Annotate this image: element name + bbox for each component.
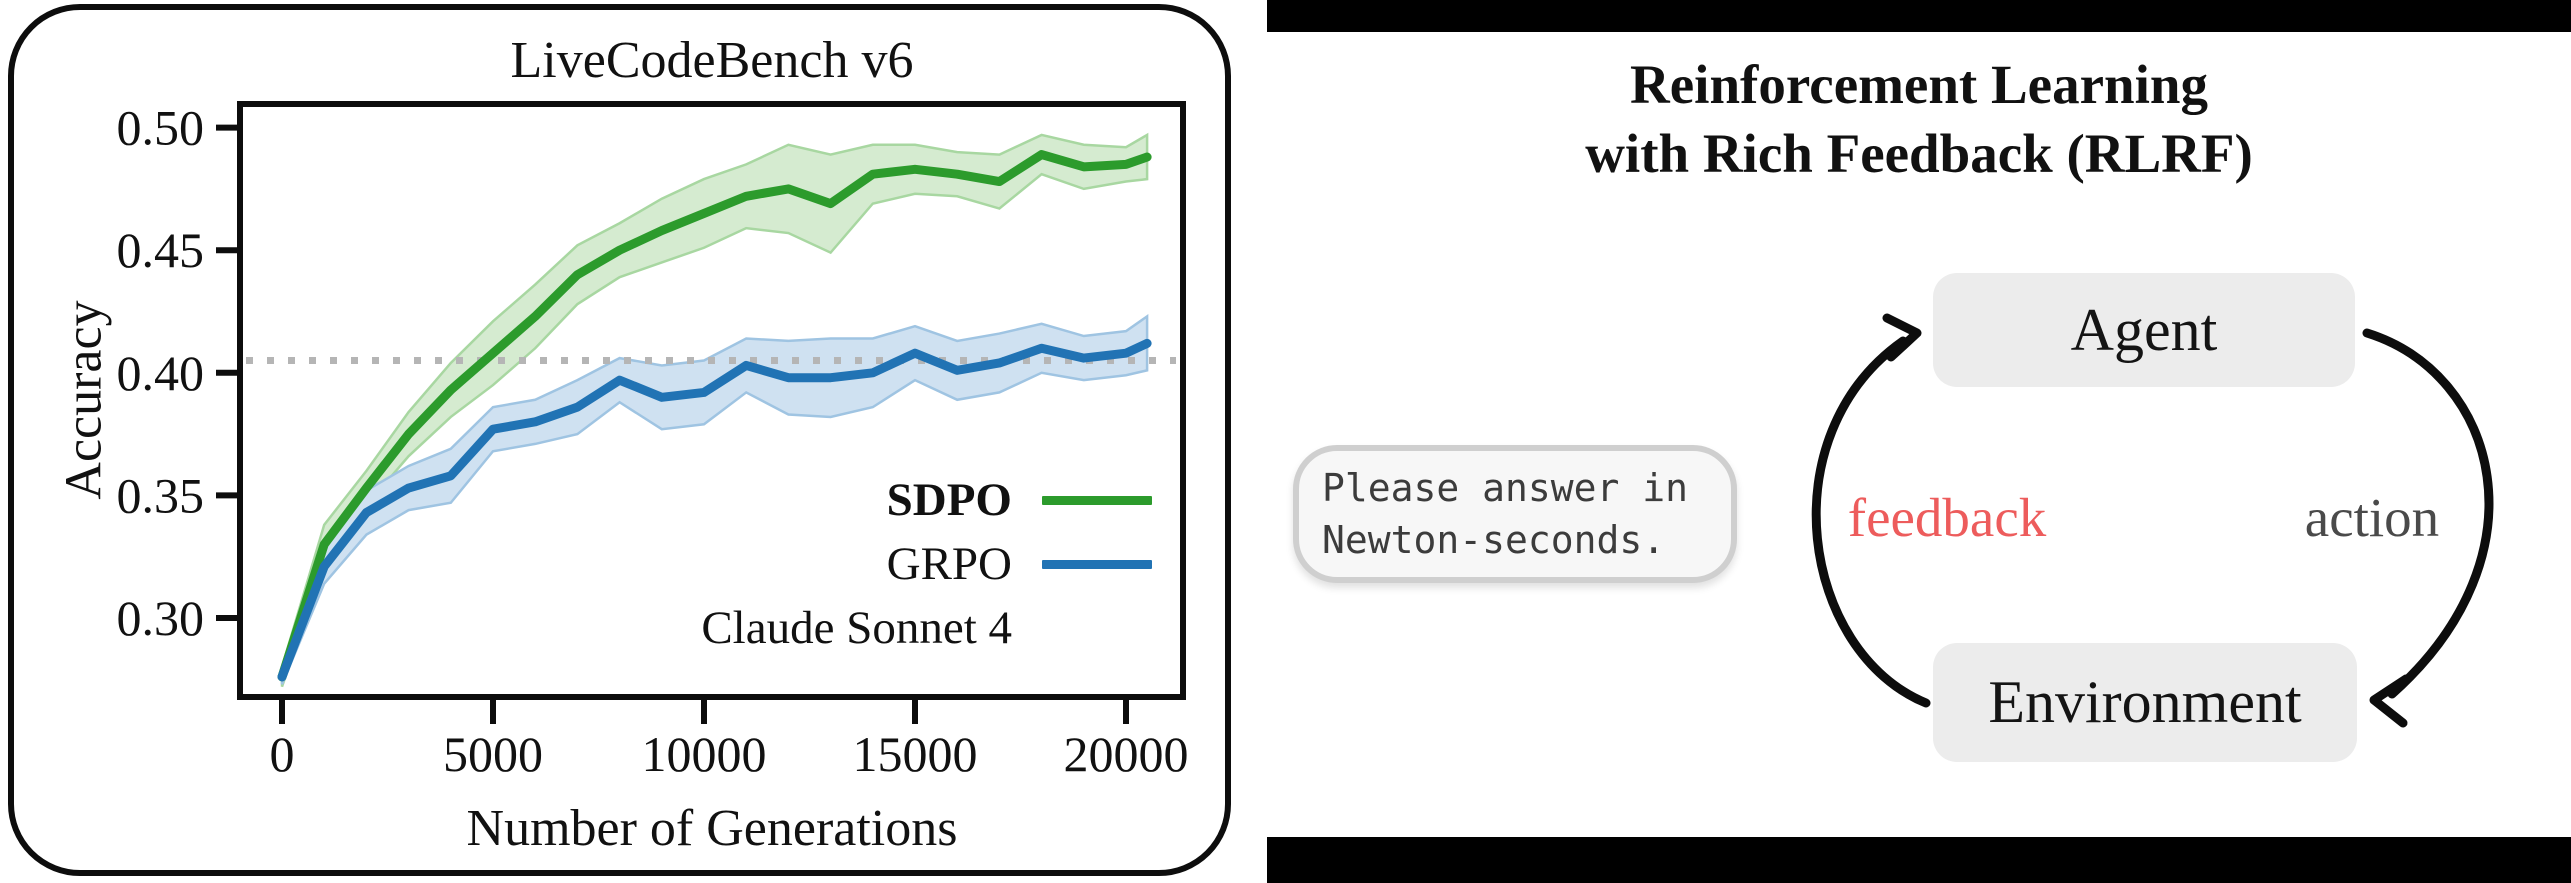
feedback-arrowhead [1882, 313, 1922, 362]
prompt-line1: Please answer in [1322, 466, 1689, 510]
prompt-line2: Newton-seconds. [1322, 518, 1666, 562]
y-axis-label: Accuracy [55, 300, 113, 500]
y-tick-label: 0.50 [117, 100, 205, 156]
environment-node: Environment [1933, 643, 2357, 762]
environment-node-label: Environment [1988, 669, 2302, 735]
legend-label-claude-sonnet-4: Claude Sonnet 4 [701, 601, 1012, 654]
x-axis-label: Number of Generations [466, 800, 958, 857]
legend-row-sdpo: SDPO [560, 468, 1152, 532]
y-tick-label: 0.40 [117, 345, 205, 401]
diagram-title-line1: Reinforcement Learning [1630, 54, 2208, 115]
letterbox-bar-bottom [1267, 837, 2571, 883]
line-grpo [277, 338, 1152, 682]
prompt-speech-bubble: Please answer in Newton-seconds. [1293, 445, 1737, 583]
x-tick-label: 20000 [1064, 726, 1189, 782]
chart-legend: SDPO GRPO Claude Sonnet 4 [560, 468, 1152, 660]
x-tick-label: 15000 [853, 726, 978, 782]
band-sdpo [280, 132, 1149, 688]
chart-svg: 0 5000 10000 15000 20000 0.30 0.35 0.40 0.45 0.50 [117, 100, 1189, 782]
legend-row-grpo: GRPO [560, 532, 1152, 596]
y-tick-label: 0.45 [117, 222, 205, 278]
agent-node: Agent [1933, 273, 2355, 387]
feedback-edge-label: feedback [1847, 487, 2047, 548]
legend-label-sdpo: SDPO [886, 473, 1012, 526]
legend-line-sample-sdpo [1042, 495, 1152, 505]
x-tick-label: 5000 [443, 726, 543, 782]
line-sdpo [277, 150, 1152, 682]
action-arrowhead [2369, 674, 2411, 728]
chart-title: LiveCodeBench v6 [510, 32, 914, 89]
action-edge-label: action [2304, 487, 2440, 548]
x-tick-label: 0 [270, 726, 295, 782]
diagram-title: Reinforcement Learning with Rich Feedbac… [1267, 50, 2571, 188]
agent-node-label: Agent [2070, 296, 2218, 363]
x-tick-label: 10000 [642, 726, 767, 782]
legend-line-sample-grpo [1042, 559, 1152, 569]
y-tick-label: 0.35 [117, 467, 205, 523]
legend-row-claude-sonnet-4: Claude Sonnet 4 [560, 596, 1152, 660]
legend-line-sample-claude-sonnet-4 [1042, 624, 1152, 632]
diagram-title-line2: with Rich Feedback (RLRF) [1585, 123, 2253, 184]
letterbox-bar-top [1267, 0, 2571, 32]
band-grpo [280, 314, 1149, 685]
legend-label-grpo: GRPO [886, 537, 1012, 590]
y-tick-label: 0.30 [117, 590, 205, 646]
axes-spines [237, 101, 1186, 700]
